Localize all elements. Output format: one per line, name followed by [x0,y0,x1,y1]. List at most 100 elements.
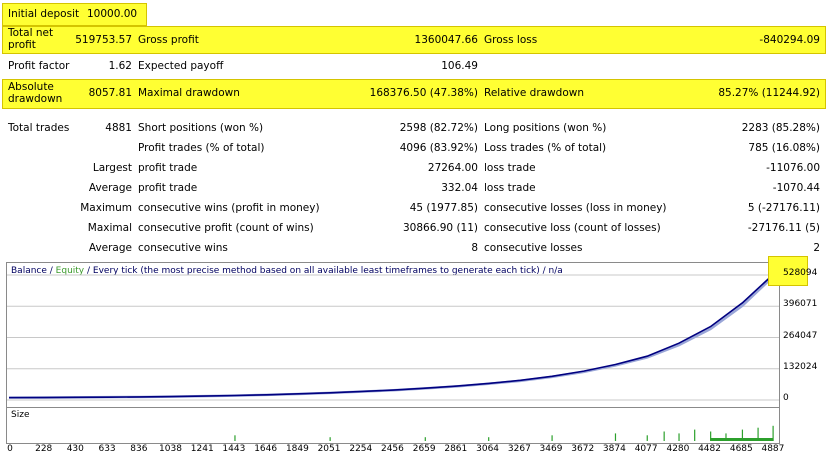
maximal-consecutive-loss-value: -27176.11 (5) [747,222,820,234]
size-bar [678,433,680,441]
average-loss-trade-label: loss trade [484,182,536,194]
x-tick-label: 2051 [317,444,341,454]
x-tick-label: 2659 [412,444,436,454]
average-loss-trade-value: -1070.44 [772,182,820,194]
maximum-label: Maximum [80,202,132,214]
size-bar [757,427,759,441]
loss-trades-value: 785 (16.08%) [748,142,820,154]
avg-consecutive-wins-value: 8 [471,242,478,254]
short-positions-label: Short positions (won %) [138,122,264,134]
y-tick-label: 0 [783,393,789,403]
average-profit-trade-value: 332.04 [441,182,478,194]
x-tick-label: 3874 [602,444,626,454]
x-tick-label: 2861 [444,444,468,454]
size-bar [329,437,331,441]
x-tick-label: 4077 [634,444,658,454]
highlight-drawdown-row [2,79,826,109]
x-tick-label: 633 [98,444,116,454]
average-label: Average [88,182,132,194]
gross-profit-value: 1360047.66 [414,34,478,46]
gross-profit-label: Gross profit [138,34,199,46]
initial-deposit-value: 10000.00 [87,8,138,20]
chart-title-description: / Every tick (the most precise method ba… [84,266,563,276]
maximal-consecutive-loss-label: consecutive loss (count of losses) [484,222,661,234]
x-tick-label: 1038 [159,444,182,454]
x-tick-label: 1241 [190,444,214,454]
largest-profit-trade-label: profit trade [138,162,198,174]
chart-title-separator: / [46,266,56,276]
x-tick-label: 3064 [476,444,500,454]
absolute-drawdown-label: Absolute drawdown [8,81,63,105]
y-tick-label: 396071 [783,299,818,310]
x-tick-label: 3469 [539,444,563,454]
gross-loss-label: Gross loss [484,34,538,46]
largest-loss-trade-label: loss trade [484,162,536,174]
size-bar [234,435,236,441]
largest-label: Largest [92,162,132,174]
loss-trades-label: Loss trades (% of total) [484,142,607,154]
total-trades-value: 4881 [105,122,132,134]
size-bar [488,437,490,441]
total-net-profit-value: 519753.57 [75,34,132,46]
avg-consecutive-wins-label: consecutive wins [138,242,228,254]
profit-trades-value: 4096 (83.92%) [399,142,478,154]
max-consecutive-losses-value: 5 (-27176.11) [747,202,820,214]
profit-factor-label: Profit factor [8,60,70,72]
x-tick-label: 4482 [698,444,721,454]
x-tick-label: 430 [66,444,84,454]
x-tick-label: 1443 [222,444,246,454]
size-bar [710,431,712,441]
expected-payoff-value: 106.49 [441,60,478,72]
total-net-profit-label: Total net profit [8,27,54,51]
size-bar [663,431,665,441]
largest-loss-trade-value: -11076.00 [766,162,820,174]
size-bar [772,425,774,441]
balance-line [8,274,774,399]
chart-title-equity: Equity [55,266,85,276]
long-positions-value: 2283 (85.28%) [741,122,820,134]
long-positions-label: Long positions (won %) [484,122,607,134]
y-max-highlight [768,256,808,286]
size-bar [646,435,648,441]
x-tick-label: 2456 [380,444,404,454]
x-tick-label: 4280 [666,444,690,454]
highlight-initial-deposit [2,3,147,26]
size-bar [614,433,617,441]
maximal-consecutive-profit-value: 30866.90 (11) [403,222,478,234]
total-trades-label: Total trades [8,122,70,134]
highlight-net-profit-row [2,26,826,54]
gross-loss-value: -840294.09 [759,34,820,46]
size-plot-area [234,425,774,441]
size-bar [551,435,553,441]
x-tick-label: 836 [130,444,148,454]
size-chart-label: Size [11,410,30,420]
size-bar [725,433,727,441]
chart-title: Balance / Equity / Every tick (the most … [11,266,563,276]
size-chart: Size [6,407,780,444]
maximal-drawdown-label: Maximal drawdown [138,87,240,99]
size-bar [694,429,696,441]
profit-trades-label: Profit trades (% of total) [138,142,265,154]
x-tick-label: 1646 [254,444,278,454]
x-tick-label: 4887 [761,444,785,454]
initial-deposit-label: Initial deposit [8,8,80,20]
x-tick-label: 3672 [571,444,595,454]
y-tick-label: 264047 [783,330,818,341]
x-tick-label: 3267 [507,444,531,454]
avg-consecutive-losses-label: consecutive losses [484,242,583,254]
x-tick-label: 228 [35,444,53,454]
maximal-drawdown-value: 168376.50 (47.38%) [369,87,478,99]
x-tick-label: 1849 [285,444,309,454]
relative-drawdown-label: Relative drawdown [484,87,585,99]
expected-payoff-label: Expected payoff [138,60,224,72]
avg-consecutive-losses-value: 2 [813,242,820,254]
max-consecutive-wins-value: 45 (1977.85) [409,202,478,214]
x-tick-label: 2254 [349,444,373,454]
balance-equity-chart: Balance / Equity / Every tick (the most … [6,262,780,408]
size-density-band [710,438,773,441]
chart-plot-area [7,274,779,401]
average-profit-trade-label: profit trade [138,182,198,194]
maximal-label: Maximal [87,222,132,234]
max-consecutive-wins-label: consecutive wins (profit in money) [138,202,320,214]
x-tick-label: 4685 [729,444,753,454]
